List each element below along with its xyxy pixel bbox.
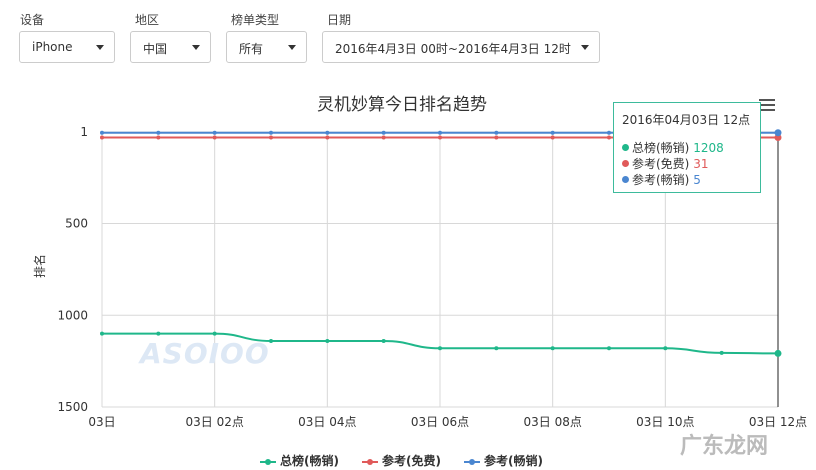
- legend-label: 参考(畅销): [484, 454, 543, 468]
- y-tick-label: 1: [80, 125, 88, 139]
- series-point: [100, 331, 104, 336]
- series-point: [156, 130, 161, 135]
- series-point: [550, 130, 555, 135]
- series-point: [438, 135, 442, 140]
- region-select[interactable]: 中国: [130, 31, 211, 63]
- tooltip-row: 总榜(畅销) 1208: [622, 139, 724, 156]
- series-point: [212, 331, 217, 336]
- legend-swatch: [464, 458, 480, 465]
- series-point: [156, 135, 161, 140]
- tooltip-series-name: 总榜(畅销): [632, 141, 690, 155]
- series-point: [774, 129, 782, 137]
- tooltip-row: 参考(畅销) 5: [622, 171, 701, 188]
- legend-swatch: [362, 458, 378, 465]
- legend-swatch: [260, 458, 276, 465]
- series-point: [325, 135, 330, 140]
- filter-label-list-type: 榜单类型: [231, 13, 280, 27]
- series-point: [381, 135, 386, 140]
- tooltip-series-name: 参考(畅销): [632, 173, 690, 187]
- chevron-down-icon: [288, 45, 296, 50]
- series-point: [550, 135, 555, 140]
- series-dot-icon: [622, 176, 629, 183]
- x-axis-ticks: 03日 03日 02点 03日 04点 03日 06点 03日 08点 03日 10点 03…: [88, 415, 807, 429]
- series-point: [325, 130, 330, 135]
- tooltip-series-value: 5: [693, 173, 701, 187]
- tooltip-row: 参考(免费) 31: [622, 155, 708, 172]
- series-point: [438, 130, 442, 135]
- device-select-value: iPhone: [32, 40, 73, 54]
- chevron-down-icon: [96, 45, 104, 50]
- y-tick-label: 500: [65, 217, 88, 231]
- series-point: [269, 135, 273, 140]
- legend-item-total-paid[interactable]: 总榜(畅销): [260, 452, 339, 469]
- series-point: [719, 350, 724, 355]
- chevron-down-icon: [581, 45, 589, 50]
- list-type-select-value: 所有: [239, 42, 264, 56]
- chart-tooltip: 2016年04月03日 12点 总榜(畅销) 1208 参考(免费) 31 参考…: [613, 102, 761, 193]
- legend-label: 总榜(畅销): [280, 454, 339, 468]
- y-axis-label: 排名: [32, 254, 47, 278]
- legend-item-ref-free[interactable]: 参考(免费): [362, 452, 441, 469]
- corner-watermark: 广东龙网: [680, 434, 769, 459]
- x-tick-label: 03日: [88, 415, 115, 429]
- series-point: [607, 130, 611, 135]
- x-tick-label: 03日 12点: [749, 415, 807, 429]
- series-point: [607, 346, 611, 351]
- series-point: [494, 130, 499, 135]
- series-point: [269, 130, 273, 135]
- list-type-select[interactable]: 所有: [226, 31, 307, 63]
- chart-title: 灵机妙算今日排名趋势: [317, 95, 487, 115]
- x-tick-label: 03日 10点: [636, 415, 694, 429]
- date-range-select-value: 2016年4月3日 00时~2016年4月3日 12时: [335, 42, 571, 56]
- series-point: [438, 346, 442, 351]
- series-point: [325, 338, 330, 343]
- series-dot-icon: [622, 144, 629, 151]
- x-tick-label: 03日 06点: [411, 415, 469, 429]
- tooltip-title: 2016年04月03日 12点: [622, 113, 751, 127]
- tooltip-series-name: 参考(免费): [632, 157, 690, 171]
- filter-label-device: 设备: [20, 13, 45, 27]
- series-point: [381, 130, 386, 135]
- device-select[interactable]: iPhone: [19, 31, 115, 63]
- legend-item-ref-paid[interactable]: 参考(畅销): [464, 452, 543, 469]
- series-point: [269, 338, 273, 343]
- series-point: [100, 130, 104, 135]
- x-tick-label: 03日 08点: [523, 415, 581, 429]
- series-point: [663, 346, 668, 351]
- x-tick-label: 03日 04点: [298, 415, 356, 429]
- region-select-value: 中国: [143, 42, 168, 56]
- series-point: [774, 349, 782, 357]
- tooltip-series-value: 1208: [693, 141, 724, 155]
- chart-grid: [101, 131, 779, 408]
- x-tick-label: 03日 02点: [185, 415, 243, 429]
- filter-label-date: 日期: [327, 13, 352, 27]
- date-range-select[interactable]: 2016年4月3日 00时~2016年4月3日 12时: [322, 31, 600, 63]
- series-point: [212, 135, 217, 140]
- series-point: [550, 346, 555, 351]
- tooltip-series-value: 31: [693, 157, 709, 171]
- chevron-down-icon: [192, 45, 200, 50]
- legend-label: 参考(免费): [382, 454, 441, 468]
- series-point: [494, 135, 499, 140]
- chart-series: [100, 129, 782, 357]
- filter-label-region: 地区: [135, 13, 160, 27]
- series-point: [494, 346, 499, 351]
- y-tick-label: 1500: [57, 400, 88, 414]
- series-point: [607, 135, 611, 140]
- series-point: [381, 338, 386, 343]
- menu-icon[interactable]: [759, 99, 775, 113]
- series-point: [156, 331, 161, 336]
- series-point: [212, 130, 217, 135]
- series-dot-icon: [622, 160, 629, 167]
- series-point: [100, 135, 104, 140]
- y-tick-label: 1000: [57, 308, 88, 322]
- chart-watermark: ASOIOO: [140, 337, 270, 370]
